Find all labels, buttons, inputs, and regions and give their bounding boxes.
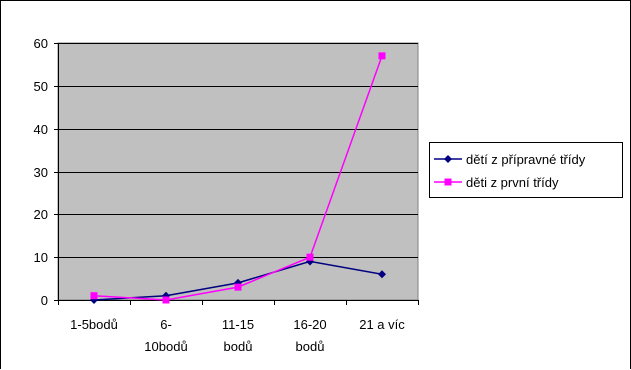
plot-area (57, 42, 419, 301)
y-tick-label: 10 (34, 250, 48, 265)
data-point-series-2 (90, 292, 98, 300)
legend-item-series-2: děti z první třídy (434, 173, 558, 191)
x-tick-label: 16-20 bodů (293, 317, 326, 354)
y-tick-label: 40 (34, 122, 48, 137)
legend-label-series-2: děti z první třídy (466, 174, 559, 190)
axes: 0 10 20 30 40 50 60 1-5bodů 6-10bodů 11-15 bodů 16-… (34, 36, 419, 354)
legend-marker-square (434, 178, 462, 186)
y-tick-label: 20 (34, 207, 48, 222)
gridlines (58, 43, 418, 258)
series-group (90, 52, 386, 304)
y-tick-label: 50 (34, 79, 48, 94)
data-point-series-2 (162, 296, 170, 304)
legend-label-series-1: dětí z přípravné třídy (466, 151, 586, 167)
x-tick-label: 6-10bodů (144, 317, 187, 354)
data-point-series-2 (234, 283, 242, 291)
x-tick-label: 1-5bodů (70, 317, 118, 332)
x-tick-label: 11-15 bodů (222, 317, 254, 354)
legend: dětí z přípravné třídy děti z první tříd… (429, 142, 623, 198)
legend-item-series-1: dětí z přípravné třídy (434, 150, 585, 168)
y-tick-label: 0 (41, 293, 48, 308)
data-point-series-2 (306, 253, 314, 261)
data-point-series-1 (378, 270, 386, 279)
data-point-series-2 (378, 52, 386, 60)
x-tick-label: 21 a víc (359, 317, 405, 332)
y-tick-label: 30 (34, 165, 48, 180)
y-tick-label: 60 (34, 36, 48, 51)
legend-marker-diamond (434, 155, 462, 163)
